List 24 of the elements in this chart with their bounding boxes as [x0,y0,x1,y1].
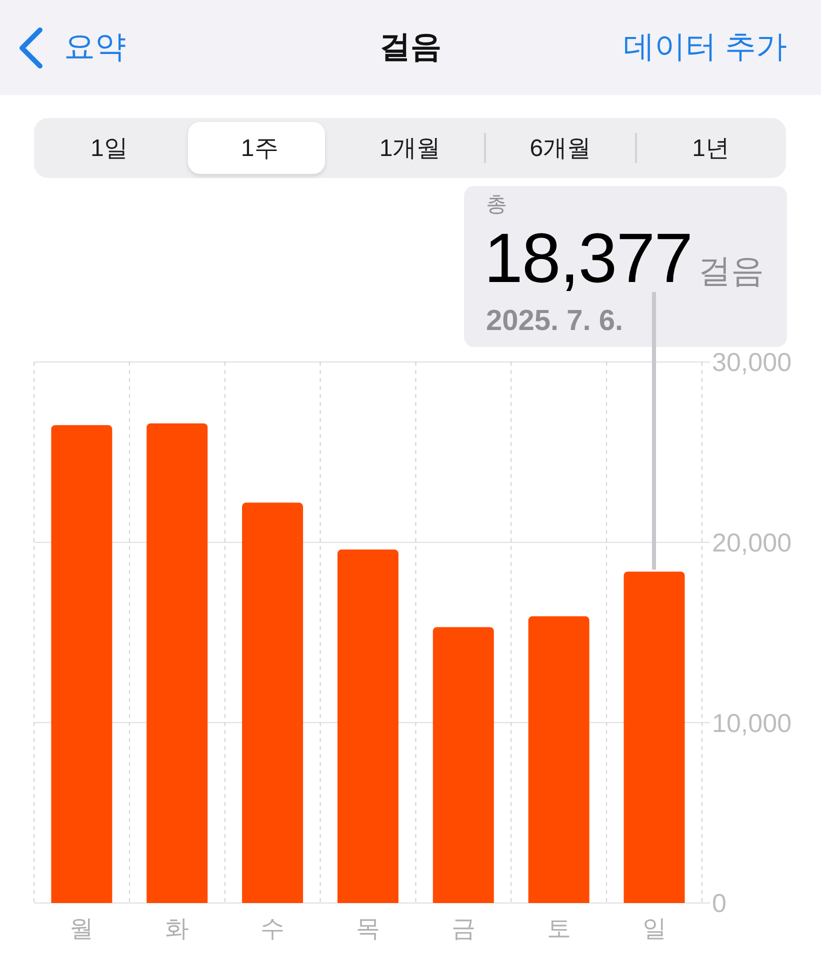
bar [624,572,685,903]
y-tick-label: 30,000 [712,347,792,378]
text: 데이터 추가 [623,29,787,64]
y-tick-label: 10,000 [712,708,792,738]
x-tick-label: 금 [451,916,476,942]
x-tick-label: 일 [642,916,666,942]
text: 요약 [64,29,126,64]
bar [432,627,494,903]
x-tick-label: 목 [356,916,380,942]
bar [242,502,304,903]
bar [337,550,398,903]
x-tick-label: 월 [70,916,94,942]
x-tick-label: 화 [165,916,190,942]
x-tick-label: 수 [260,916,285,942]
x-tick-label: 토 [546,916,571,942]
bar [528,616,590,903]
chart-title: 걸음 [380,29,442,64]
segmented-control: 1일 1주 1개월 6개월 1년 [34,118,786,178]
callout-box: 총 18,377 걸음 2025. 7. 6. [464,186,787,347]
bar [146,423,208,903]
annotation: 18,377 [484,218,692,299]
y-tick-label: 20,000 [712,528,792,558]
bar [51,425,112,903]
y-tick-label: 0 [712,888,726,918]
